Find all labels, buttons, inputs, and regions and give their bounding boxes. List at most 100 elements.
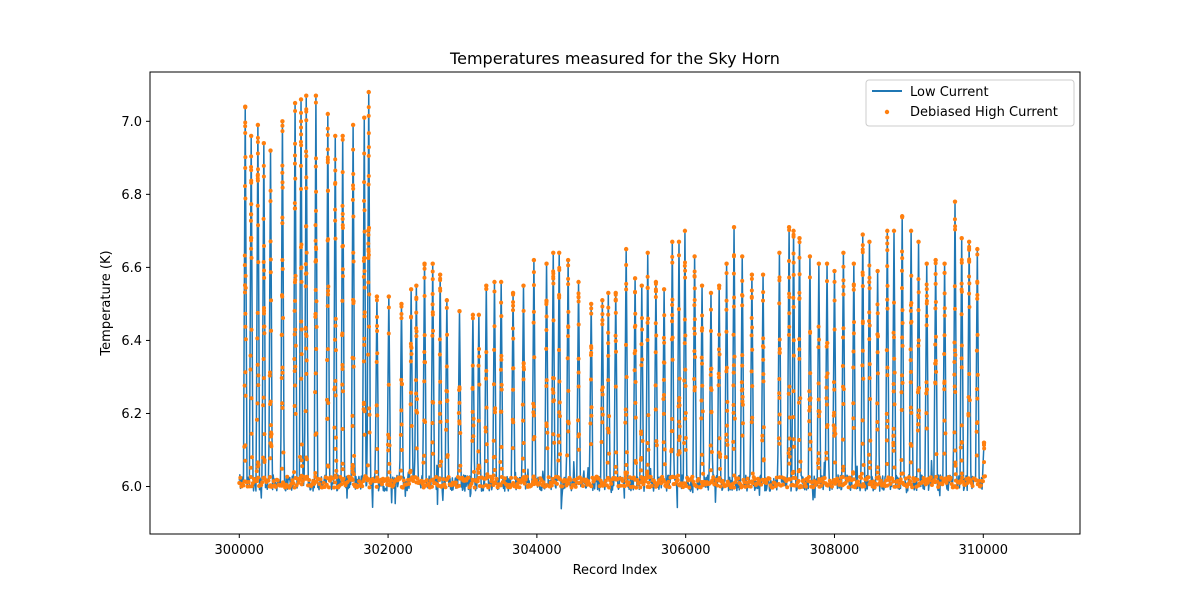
- scatter-point: [472, 485, 477, 490]
- scatter-point: [292, 201, 297, 206]
- scatter-point: [639, 468, 644, 473]
- scatter-point: [268, 423, 273, 428]
- scatter-point: [430, 269, 435, 274]
- scatter-point: [249, 154, 254, 159]
- scatter-point: [606, 312, 611, 317]
- scatter-point: [280, 180, 285, 185]
- scatter-point: [499, 475, 504, 480]
- scatter-point: [716, 371, 721, 376]
- scatter-point: [692, 317, 697, 322]
- scatter-point: [892, 356, 897, 361]
- scatter-point: [269, 298, 274, 303]
- scatter-point: [484, 350, 489, 355]
- scatter-point: [696, 476, 701, 481]
- scatter-point: [807, 432, 812, 437]
- scatter-point: [716, 375, 721, 380]
- scatter-point: [340, 203, 345, 208]
- scatter-point: [444, 427, 449, 432]
- scatter-point: [716, 383, 721, 388]
- scatter-point: [262, 311, 267, 316]
- scatter-point: [340, 366, 345, 371]
- scatter-point: [860, 319, 865, 324]
- scatter-point: [366, 280, 371, 285]
- scatter-point: [832, 298, 837, 303]
- x-tick-label: 310000: [958, 543, 1008, 558]
- scatter-point-peak: [437, 272, 443, 277]
- scatter-point: [916, 290, 921, 295]
- scatter-point: [725, 442, 730, 447]
- scatter-point: [340, 426, 345, 431]
- scatter-point: [900, 308, 905, 313]
- scatter-point: [899, 373, 904, 378]
- scatter-point: [556, 347, 561, 352]
- scatter-point: [959, 260, 964, 265]
- scatter-point: [824, 385, 829, 390]
- x-tick-label: 308000: [810, 543, 860, 558]
- scatter-point: [752, 477, 757, 482]
- scatter-point: [777, 350, 782, 355]
- scatter-point: [793, 476, 798, 481]
- scatter-point: [851, 477, 856, 482]
- scatter-point: [653, 383, 658, 388]
- scatter-point: [361, 400, 366, 405]
- scatter-point: [825, 371, 830, 376]
- scatter-point: [916, 277, 921, 282]
- scatter-point: [399, 422, 404, 427]
- scatter-point: [368, 481, 373, 486]
- scatter-point: [613, 310, 618, 315]
- y-tick-label: 6.2: [121, 407, 142, 422]
- scatter-point: [900, 321, 905, 325]
- scatter-point: [675, 477, 680, 482]
- scatter-point: [838, 479, 843, 484]
- scatter-point-peak: [860, 232, 865, 237]
- scatter-point: [273, 484, 278, 489]
- scatter-point: [683, 411, 688, 416]
- scatter-point: [600, 385, 605, 390]
- scatter-point: [606, 378, 611, 383]
- scatter-point: [249, 165, 254, 170]
- scatter-point: [566, 481, 571, 486]
- scatter-point: [541, 480, 546, 485]
- scatter-point: [724, 423, 729, 428]
- scatter-point: [414, 326, 419, 331]
- scatter-point: [796, 469, 801, 474]
- scatter-point: [760, 438, 765, 443]
- y-tick-label: 6.4: [121, 334, 142, 349]
- scatter-point-peak: [492, 279, 497, 285]
- scatter-point: [386, 305, 391, 310]
- scatter-point-peak: [470, 312, 476, 318]
- scatter-point: [724, 271, 729, 276]
- scatter-point: [333, 473, 338, 478]
- scatter-point: [975, 279, 980, 284]
- scatter-point: [292, 153, 297, 158]
- scatter-point: [351, 464, 356, 469]
- scatter-point: [606, 430, 611, 435]
- scatter-point: [249, 431, 254, 436]
- scatter-point: [300, 464, 305, 469]
- scatter-point: [817, 409, 822, 414]
- scatter-point: [430, 440, 435, 445]
- scatter-point: [761, 336, 766, 341]
- scatter-point: [952, 340, 957, 345]
- scatter-point: [875, 427, 880, 432]
- scatter-point: [868, 438, 873, 443]
- scatter-point: [269, 430, 274, 435]
- scatter-point: [430, 451, 435, 456]
- scatter-point: [325, 416, 330, 421]
- scatter-point: [744, 480, 749, 485]
- scatter-point: [982, 446, 987, 451]
- scatter-point: [521, 441, 526, 445]
- scatter-point: [982, 460, 987, 465]
- scatter-point: [493, 406, 498, 411]
- scatter-point: [531, 413, 536, 418]
- scatter-point: [725, 399, 730, 404]
- scatter-point: [982, 474, 987, 479]
- scatter-point: [624, 262, 629, 267]
- scatter-point: [683, 384, 688, 389]
- scatter-point: [560, 484, 565, 489]
- scatter-point: [787, 291, 792, 296]
- scatter-point: [761, 290, 766, 295]
- scatter-point: [634, 485, 639, 490]
- scatter-point: [439, 459, 444, 464]
- scatter-point: [414, 391, 419, 396]
